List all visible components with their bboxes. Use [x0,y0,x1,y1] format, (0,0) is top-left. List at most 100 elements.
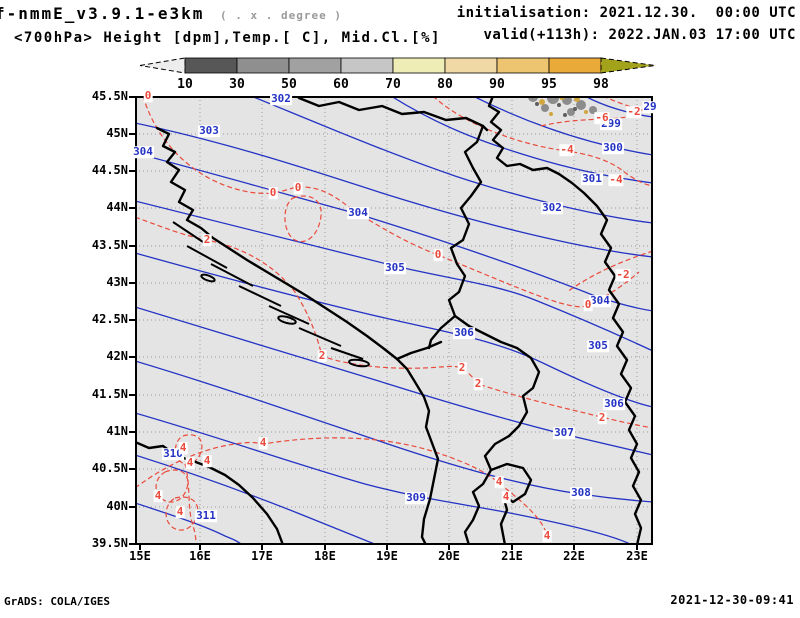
lat-tick-label: 44.5N [91,163,128,177]
lat-tick-label: 42N [106,349,128,363]
height-contour-label: 29 [642,100,658,114]
lat-tick-label: 41N [106,424,128,438]
cloud-blob [589,106,597,114]
temp-contour-label: 4 [175,505,185,519]
temp-contour-label: -2 [626,105,642,119]
colorbar-tick-label: 90 [489,77,505,92]
temp-contour-label: 2 [457,361,467,375]
lon-tick-label: 19E [376,549,398,563]
colorbar-tick-label: 98 [593,77,609,92]
model-title: f-nmmE_v3.9.1-e3km [0,4,205,23]
height-contour-label: 310 [162,447,184,461]
cloud-blob [573,107,577,111]
lat-tick-label: 42.5N [91,312,128,326]
height-contour-label: 306 [453,326,475,340]
height-contour-label: 311 [195,509,217,523]
lon-tick-mark [636,545,638,550]
grads-credit: GrADS: COLA/IGES [4,595,110,608]
map-frame [135,96,653,545]
lat-tick-mark [129,96,135,98]
height-contour-label: 302 [270,92,292,106]
lon-tick-mark [448,545,450,550]
temp-contour-label: 4 [185,456,195,470]
colorbar-below-min-arrow [139,57,186,74]
lon-tick-label: 21E [501,549,523,563]
temp-contour-label: 4 [202,454,212,468]
lat-tick-mark [129,207,135,209]
lon-tick-mark [511,545,513,550]
height-contour-label: 300 [602,141,624,155]
height-contour-label: 308 [570,486,592,500]
lat-tick-mark [129,133,135,135]
colorbar-tick-label: 95 [541,77,557,92]
lon-tick-mark [139,545,141,550]
temp-contour-label: 4 [153,489,163,503]
temp-contour-label: 0 [293,181,303,195]
height-contour-label: 307 [553,426,575,440]
temp-contour-label: 0 [583,298,593,312]
lon-tick-mark [573,545,575,550]
lat-tick-label: 41.5N [91,387,128,401]
colorbar-segment [288,57,342,74]
temp-contour-label: -6 [594,111,610,125]
initialisation-time: initialisation: 2021.12.30. 00:00 UTC [456,5,796,21]
lat-tick-mark [129,506,135,508]
colorbar-tick-label: 70 [385,77,401,92]
lat-tick-mark [129,245,135,247]
lat-tick-label: 45N [106,126,128,140]
temp-contour-label: 2 [597,411,607,425]
lon-tick-label: 22E [563,549,585,563]
lat-tick-label: 43.5N [91,238,128,252]
temp-contour-label: 2 [317,349,327,363]
height-contour-label: 301 [581,172,603,186]
lat-tick-mark [129,431,135,433]
lat-tick-label: 44N [106,200,128,214]
temp-contour-label: 0 [268,186,278,200]
temp-contour-label: 4 [178,441,188,455]
cloud-blob [549,112,553,116]
lat-tick-label: 45.5N [91,89,128,103]
cloud-cover-colorbar: 10 30 50 60 70 80 90 95 98 [139,57,656,92]
lat-tick-mark [129,356,135,358]
temp-contour-label: 2 [473,377,483,391]
colorbar-segment [548,57,602,74]
coastlines-and-borders [135,96,643,545]
lon-tick-label: 18E [314,549,336,563]
temp-contour-label: -4 [559,143,575,157]
cloud-blob [541,104,549,112]
lon-tick-label: 17E [251,549,273,563]
cloud-blob [584,110,588,114]
lon-tick-label: 15E [129,549,151,563]
temp-contour-label: 4 [501,490,511,504]
height-contour-label: 306 [603,397,625,411]
lat-tick-label: 43N [106,275,128,289]
height-contour-label: 309 [405,491,427,505]
map-panel [135,96,653,545]
lat-tick-mark [129,394,135,396]
lat-tick-mark [129,319,135,321]
lon-tick-label: 20E [438,549,460,563]
temp-contour-label: 0 [143,89,153,103]
colorbar-tick-label: 10 [177,77,193,92]
lon-tick-mark [261,545,263,550]
cloud-blob [557,103,561,107]
height-contour-label: 305 [384,261,406,275]
temp-contour-label: 4 [258,436,268,450]
temp-contour-label: 4 [494,475,504,489]
cloud-shading-area [528,96,597,117]
creation-timestamp: 2021-12-30-09:41 [670,593,794,607]
height-contour-label: 304 [347,206,369,220]
colorbar-tick-label: 50 [281,77,297,92]
temp-contour-label: 0 [433,248,443,262]
cloud-blob [567,108,575,116]
lon-tick-mark [386,545,388,550]
lat-tick-mark [129,543,135,545]
lat-tick-mark [129,170,135,172]
colorbar-segment [340,57,394,74]
lat-tick-label: 40.5N [91,461,128,475]
colorbar-segment [444,57,498,74]
temp-contour-label: -4 [608,173,624,187]
chart-subtitle: <700hPa> Height [dpm],Temp.[ C], Mid.Cl.… [14,30,441,46]
lon-tick-mark [199,545,201,550]
cloud-blob [563,113,567,117]
